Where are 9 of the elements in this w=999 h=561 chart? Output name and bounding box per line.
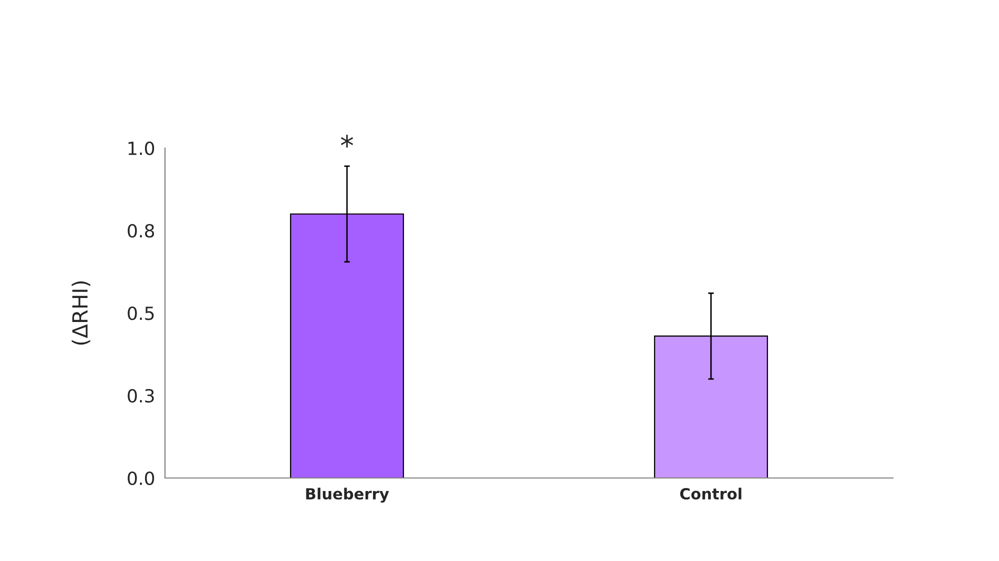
- y-tick-label: 0.0: [128, 471, 154, 486]
- y-tick-label: 0.5: [128, 306, 154, 320]
- annotation: *: [340, 134, 354, 148]
- x-tick-label: Control: [680, 488, 742, 500]
- y-tick-label: 1.0: [128, 141, 154, 156]
- y-axis-title: (ΔRHI): [72, 281, 90, 345]
- y-tick-label: 0.8: [128, 224, 154, 238]
- y-tick-label: 0.3: [128, 388, 154, 403]
- x-tick-label: Blueberry: [306, 488, 389, 503]
